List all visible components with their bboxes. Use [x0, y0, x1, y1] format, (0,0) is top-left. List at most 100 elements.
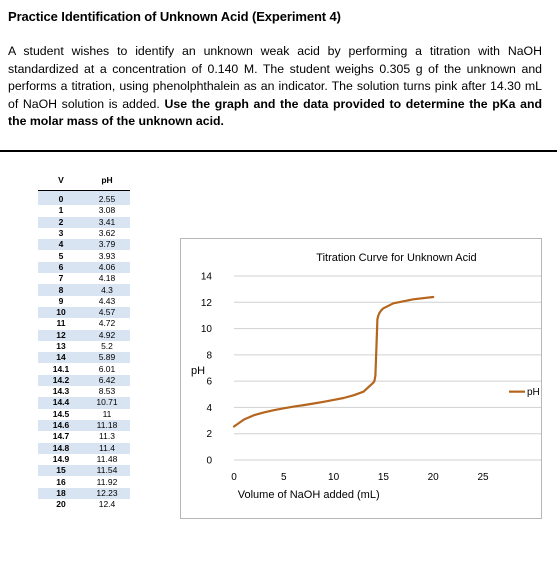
y-tick-label: 2: [206, 429, 212, 440]
ph-cell: 11.18: [84, 419, 130, 432]
table-row: 10 4.57: [38, 306, 130, 319]
ph-cell: 4.3: [84, 284, 130, 296]
column-header-ph: pH: [84, 170, 130, 191]
table-row: 4 3.79: [38, 239, 130, 251]
table-row: 14.3 8.53: [38, 386, 130, 397]
ph-cell: 11.54: [84, 465, 130, 477]
volume-cell: 14.5: [52, 408, 70, 419]
table-row: 3 3.62: [38, 228, 130, 239]
ph-cell: 3.79: [84, 239, 130, 251]
ph-cell: 4.06: [84, 261, 130, 274]
volume-cell: 12: [38, 329, 84, 341]
ph-cell: 10.71: [84, 397, 130, 409]
x-tick-label: 0: [231, 472, 237, 483]
column-header-v: V: [38, 170, 84, 191]
ph-cell: 6.42: [84, 374, 130, 387]
volume-cell: 13: [56, 341, 66, 351]
ph-cell: 12.23: [84, 487, 130, 500]
ph-cell: 3.62: [98, 228, 116, 239]
volume-cell: 4: [38, 239, 84, 251]
volume-cell: 14.2: [38, 374, 84, 387]
y-tick-label: 4: [206, 403, 212, 414]
volume-cell: 10: [38, 306, 84, 319]
volume-cell: 14.3: [52, 386, 70, 397]
y-tick-label: 10: [201, 324, 213, 335]
table-row: 14.6 11.18: [38, 419, 130, 432]
ph-cell: 11.4: [84, 442, 130, 454]
ph-cell: 11.48: [96, 453, 118, 464]
volume-cell: 8: [38, 284, 84, 296]
table-row: 0 2.55: [38, 190, 130, 206]
table-row: 14.2 6.42: [38, 374, 130, 387]
volume-cell: 5: [58, 250, 64, 261]
volume-cell: 15: [38, 465, 84, 477]
volume-cell: 1: [58, 205, 64, 216]
table-row: 8 4.3: [38, 284, 130, 296]
table-row: 15 11.54: [38, 465, 130, 477]
volume-cell: 18: [38, 487, 84, 500]
x-tick-label: 10: [328, 472, 340, 483]
ph-cell: 4.72: [98, 318, 116, 329]
table-row: 5 3.93: [38, 250, 130, 261]
ph-cell: 11.3: [99, 431, 115, 442]
ph-cell: 2.55: [84, 190, 130, 206]
table-row: 14.4 10.71: [38, 397, 130, 409]
y-tick-label: 14: [201, 272, 213, 283]
volume-cell: 14.7: [52, 431, 70, 442]
problem-statement: A student wishes to identify an unknown …: [8, 43, 542, 131]
volume-cell: 14.6: [38, 419, 84, 432]
ph-cell: 11: [102, 408, 112, 419]
y-tick-label: 6: [206, 377, 212, 388]
table-row: 6 4.06: [38, 261, 130, 274]
table-row: 20 12.4: [38, 499, 130, 510]
ph-cell: 3.93: [98, 250, 116, 261]
problem-instruction: Use the graph and the data provided to d…: [8, 96, 542, 129]
volume-cell: 11: [56, 318, 66, 329]
volume-cell: 14.8: [38, 442, 84, 454]
volume-cell: 16: [56, 476, 66, 487]
table-row: 18 12.23: [38, 487, 130, 500]
legend-label: pH: [527, 387, 540, 398]
x-tick-label: 20: [428, 472, 440, 483]
chart-canvas: 0 2 4 6 8 10 12 14 0 5 10 15 20 25 Titration Curve for…: [191, 252, 541, 501]
y-tick-label: 0: [206, 456, 212, 467]
ph-cell: 5.89: [84, 352, 130, 364]
volume-cell: 0: [38, 190, 84, 206]
volume-cell: 3: [58, 228, 64, 239]
volume-cell: 14.9: [52, 453, 70, 464]
titration-chart: 0 2 4 6 8 10 12 14 0 5 10 15 20 25 Titration Curve for…: [180, 238, 542, 519]
y-tick-label: 12: [201, 298, 213, 309]
y-tick-label: 8: [206, 350, 212, 361]
page-title: Practice Identification of Unknown Acid …: [8, 9, 341, 24]
table-row: 14.1 6.01: [38, 363, 130, 374]
volume-cell: 9: [58, 295, 64, 306]
ph-cell: 5.2: [101, 341, 113, 351]
table-row: 14.9 11.48: [38, 454, 130, 465]
table-row: 2 3.41: [38, 216, 130, 228]
volume-cell: 2: [38, 216, 84, 228]
table-row: 14 5.89: [38, 352, 130, 364]
ph-cell: 4.57: [84, 306, 130, 319]
table-row: 12 4.92: [38, 329, 130, 341]
problem-text: A student wishes to identify an unknown …: [8, 44, 542, 111]
table-row: 1 3.08: [38, 205, 130, 216]
ph-cell: 12.4: [98, 499, 116, 510]
volume-cell: 20: [56, 499, 66, 510]
table-row: 14.7 11.3: [38, 431, 130, 442]
ph-cell: 3.41: [84, 216, 130, 228]
ph-cell: 4.43: [98, 295, 116, 306]
table-row: 13 5.2: [38, 341, 130, 352]
volume-cell: 14.1: [52, 363, 70, 374]
table-row: 14.8 11.4: [38, 442, 130, 454]
x-tick-label: 15: [378, 472, 390, 483]
ph-cell: 4.92: [84, 329, 130, 341]
ph-cell: 3.08: [98, 205, 116, 216]
volume-cell: 6: [38, 261, 84, 274]
x-axis-label: Volume of NaOH added (mL): [238, 489, 380, 501]
volume-cell: 14.4: [38, 397, 84, 409]
ph-cell: 4.18: [98, 273, 116, 284]
x-tick-label: 25: [477, 472, 489, 483]
table-row: 16 11.92: [38, 476, 130, 487]
section-divider: [0, 150, 557, 152]
chart-title: Titration Curve for Unknown Acid: [316, 252, 476, 264]
